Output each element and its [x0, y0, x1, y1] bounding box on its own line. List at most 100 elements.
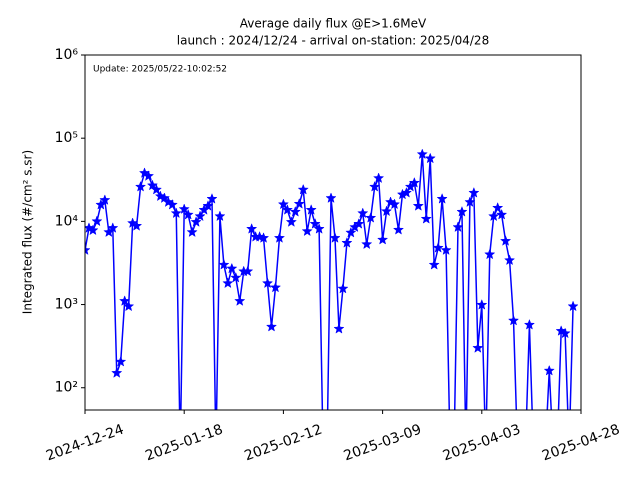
- star-marker: [476, 299, 488, 310]
- star-marker: [170, 207, 182, 219]
- star-marker: [242, 265, 254, 277]
- star-marker: [194, 210, 206, 222]
- star-marker: [178, 203, 190, 214]
- y-tick-label: 10⁶: [55, 47, 79, 63]
- star-marker: [99, 194, 111, 205]
- star-marker: [380, 205, 393, 217]
- star-marker: [265, 320, 278, 332]
- star-marker: [142, 170, 155, 181]
- star-marker: [202, 200, 214, 211]
- star-marker: [190, 216, 202, 227]
- star-marker: [376, 233, 389, 245]
- star-marker: [130, 220, 143, 231]
- star-marker: [507, 314, 520, 326]
- star-marker: [95, 198, 107, 210]
- star-marker: [412, 200, 424, 211]
- star-marker: [115, 355, 127, 367]
- star-marker: [523, 318, 536, 330]
- star-marker: [293, 198, 305, 209]
- star-marker: [499, 235, 512, 246]
- star-marker: [87, 224, 99, 236]
- star-marker: [186, 226, 198, 238]
- star-marker: [123, 300, 135, 312]
- star-marker: [281, 204, 293, 215]
- star-marker: [492, 202, 504, 213]
- star-marker: [146, 179, 159, 191]
- star-marker: [277, 198, 290, 210]
- star-marker: [408, 177, 420, 188]
- star-marker: [119, 295, 131, 306]
- star-marker: [273, 232, 286, 243]
- star-marker: [488, 210, 500, 222]
- star-marker: [305, 204, 317, 215]
- star-marker: [226, 262, 238, 274]
- star-marker: [543, 364, 555, 376]
- star-marker: [365, 212, 377, 223]
- star-marker: [111, 367, 123, 378]
- star-marker: [309, 218, 321, 229]
- star-marker: [392, 223, 405, 235]
- star-marker: [246, 223, 258, 234]
- star-marker: [567, 300, 579, 312]
- chart-subtitle: launch : 2024/12/24 - arrival on-station…: [177, 34, 489, 48]
- star-marker: [107, 222, 119, 233]
- star-marker: [325, 192, 337, 203]
- star-marker: [85, 244, 91, 255]
- star-marker: [134, 180, 147, 192]
- star-marker: [468, 186, 480, 198]
- annotation: Update: 2025/05/22-10:02:52: [93, 65, 227, 75]
- star-marker: [166, 198, 178, 210]
- star-marker: [428, 258, 440, 270]
- star-marker: [313, 223, 325, 234]
- star-marker: [230, 271, 242, 283]
- star-marker: [285, 216, 297, 227]
- star-marker: [218, 258, 230, 270]
- star-marker: [182, 208, 194, 220]
- star-marker: [420, 213, 432, 224]
- star-marker: [503, 254, 516, 266]
- chart-title: Average daily flux @E>1.6MeV: [240, 17, 427, 31]
- y-tick-label: 10³: [55, 297, 78, 313]
- y-tick-label: 10²: [55, 380, 78, 396]
- plot-area: [85, 148, 579, 410]
- star-marker: [432, 241, 444, 253]
- star-marker: [452, 221, 464, 233]
- star-marker: [416, 148, 428, 160]
- star-marker: [496, 208, 508, 220]
- star-marker: [301, 225, 313, 237]
- star-marker: [353, 218, 365, 229]
- star-marker: [373, 172, 385, 184]
- star-marker: [337, 282, 349, 294]
- star-marker: [214, 210, 226, 222]
- star-marker: [297, 183, 309, 195]
- star-marker: [361, 238, 373, 250]
- star-marker: [464, 196, 476, 207]
- star-marker: [333, 322, 345, 334]
- star-marker: [261, 277, 274, 289]
- star-marker: [559, 327, 571, 339]
- star-marker: [329, 232, 341, 243]
- star-marker: [424, 152, 436, 164]
- star-marker: [257, 232, 270, 243]
- star-marker: [456, 205, 468, 217]
- star-marker: [345, 226, 357, 238]
- plot-frame: [84, 54, 582, 411]
- star-marker: [341, 237, 353, 248]
- star-marker: [269, 281, 282, 293]
- star-marker: [388, 198, 401, 210]
- y-axis-label: Integrated flux (#/cm² s.sr): [21, 150, 35, 314]
- star-marker: [206, 193, 218, 204]
- y-tick-label: 10⁴: [55, 213, 79, 229]
- star-marker: [234, 295, 246, 306]
- star-marker: [400, 186, 413, 198]
- star-marker: [150, 183, 163, 195]
- star-marker: [289, 205, 301, 217]
- star-marker: [222, 277, 234, 289]
- star-marker: [357, 207, 369, 219]
- star-marker: [91, 215, 103, 227]
- star-marker: [369, 180, 381, 192]
- star-marker: [484, 248, 496, 260]
- star-marker: [440, 244, 452, 255]
- y-tick-label: 10⁵: [55, 130, 78, 146]
